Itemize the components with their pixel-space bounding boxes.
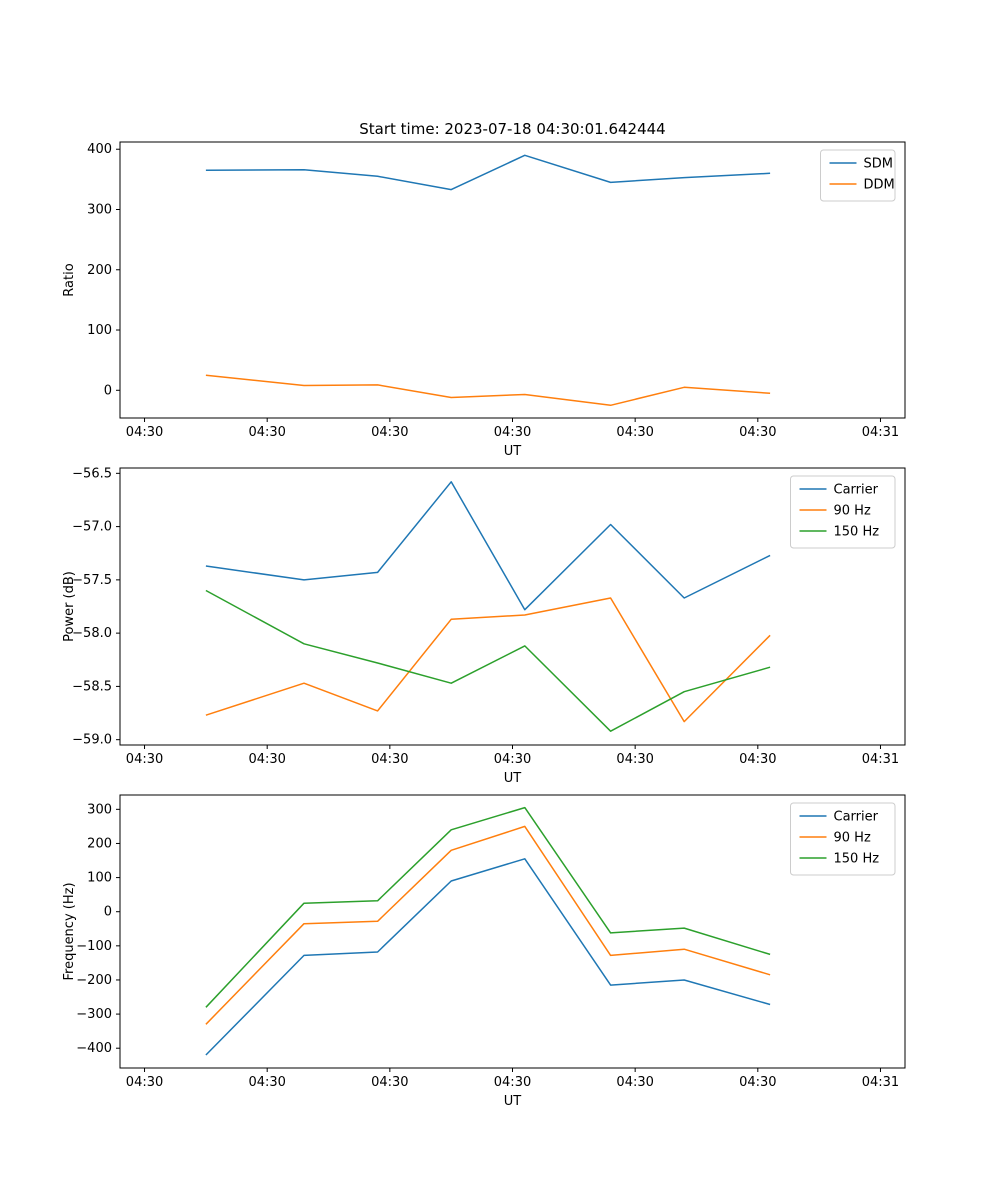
series-line-90-hz <box>205 825 771 1025</box>
y-tick-label: −59.0 <box>72 733 112 748</box>
y-tick-label: 0 <box>104 905 112 920</box>
x-tick-label: 04:30 <box>371 425 408 440</box>
x-tick-label: 04:30 <box>616 752 653 767</box>
y-tick-label: −400 <box>76 1041 112 1056</box>
x-tick-label: 04:30 <box>248 425 285 440</box>
x-tick-label: 04:30 <box>739 425 776 440</box>
x-tick-label: 04:31 <box>862 752 899 767</box>
y-tick-label: −58.0 <box>72 626 112 641</box>
y-tick-label: −57.0 <box>72 520 112 535</box>
y-tick-label: 300 <box>87 802 112 817</box>
x-tick-label: 04:30 <box>371 1075 408 1090</box>
legend-label: 150 Hz <box>834 852 880 867</box>
y-tick-label: −58.5 <box>72 679 112 694</box>
y-tick-label: 200 <box>87 836 112 851</box>
x-tick-label: 04:30 <box>248 752 285 767</box>
figure-title: Start time: 2023-07-18 04:30:01.642444 <box>359 120 666 138</box>
axes-frame <box>119 794 906 1069</box>
series-line-carrier <box>205 481 771 611</box>
y-tick-label: 400 <box>87 142 112 157</box>
x-tick-label: 04:30 <box>616 425 653 440</box>
y-tick-label: 300 <box>87 202 112 217</box>
y-tick-label: −57.5 <box>72 573 112 588</box>
legend: Carrier 90 Hz 150 Hz <box>790 475 896 549</box>
axes-frame <box>119 467 906 746</box>
series-line-sdm <box>205 154 771 191</box>
x-axis-label: UT <box>504 771 522 786</box>
x-tick-label: 04:30 <box>371 752 408 767</box>
series-line-ddm <box>205 374 771 407</box>
y-tick-label: 0 <box>104 383 112 398</box>
y-tick-label: 100 <box>87 871 112 886</box>
subplot-1: 04:30 04:30 04:30 04:30 04:30 04:30 04:31 0 100 2… <box>62 141 906 459</box>
x-tick-label: 04:31 <box>862 1075 899 1090</box>
x-axis-label: UT <box>504 444 522 459</box>
legend-label: 150 Hz <box>834 525 880 540</box>
x-tick-label: 04:30 <box>494 425 531 440</box>
legend-box <box>790 802 896 876</box>
series-line-150-hz <box>205 806 771 1008</box>
legend: SDM DDM <box>820 149 896 202</box>
x-tick-label: 04:30 <box>739 1075 776 1090</box>
subplot-3: 04:30 04:30 04:30 04:30 04:30 04:30 04:31 −400 −… <box>62 794 906 1109</box>
x-tick-label: 04:30 <box>494 752 531 767</box>
legend-label: SDM <box>864 157 893 172</box>
x-tick-label: 04:31 <box>862 425 899 440</box>
x-tick-label: 04:30 <box>494 1075 531 1090</box>
y-tick-label: 200 <box>87 263 112 278</box>
x-tick-label: 04:30 <box>739 752 776 767</box>
legend-box <box>790 475 896 549</box>
y-tick-label: −200 <box>76 973 112 988</box>
x-tick-label: 04:30 <box>126 425 163 440</box>
legend-label: Carrier <box>834 483 879 498</box>
x-tick-label: 04:30 <box>248 1075 285 1090</box>
legend-label: 90 Hz <box>834 831 871 846</box>
legend: Carrier 90 Hz 150 Hz <box>790 802 896 876</box>
legend-label: DDM <box>864 178 895 193</box>
series-line-carrier <box>205 858 771 1056</box>
x-tick-label: 04:30 <box>616 1075 653 1090</box>
axes-frame <box>119 141 906 419</box>
y-tick-label: −100 <box>76 939 112 954</box>
series-line-90-hz <box>205 597 771 723</box>
y-tick-label: −56.5 <box>72 466 112 481</box>
legend-label: 90 Hz <box>834 504 871 519</box>
y-tick-label: −300 <box>76 1007 112 1022</box>
y-axis-label: Ratio <box>62 263 77 296</box>
y-axis-label: Frequency (Hz) <box>62 882 77 980</box>
y-axis-label: Power (dB) <box>62 571 77 642</box>
legend-label: Carrier <box>834 810 879 825</box>
x-tick-label: 04:30 <box>126 752 163 767</box>
x-tick-label: 04:30 <box>126 1075 163 1090</box>
y-tick-label: 100 <box>87 323 112 338</box>
subplot-2: 04:30 04:30 04:30 04:30 04:30 04:30 04:31 −59.0… <box>62 466 906 786</box>
series-line-150-hz <box>205 589 771 732</box>
x-axis-label: UT <box>504 1094 522 1109</box>
